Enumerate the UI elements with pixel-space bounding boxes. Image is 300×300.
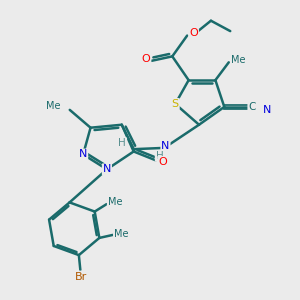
Text: Me: Me [108,197,122,207]
Text: N: N [79,149,87,160]
Text: O: O [142,54,151,64]
Text: H: H [118,138,126,148]
Text: N: N [103,164,111,174]
Text: S: S [172,99,179,109]
Text: C: C [248,102,256,112]
Text: H: H [156,151,164,161]
Text: Me: Me [114,229,128,239]
Text: O: O [158,157,167,167]
Text: N: N [161,140,169,151]
Text: Br: Br [75,272,87,281]
Text: O: O [189,28,198,38]
Text: Me: Me [46,101,60,111]
Text: N: N [263,106,272,116]
Text: Me: Me [231,55,245,65]
